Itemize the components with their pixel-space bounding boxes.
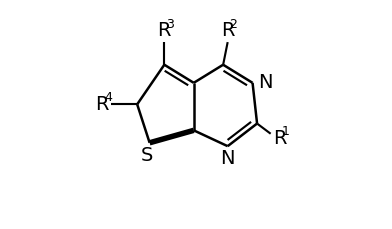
Text: R: R — [273, 129, 287, 148]
Text: R: R — [158, 21, 171, 40]
Text: S: S — [141, 146, 154, 165]
Text: R: R — [95, 95, 109, 114]
Text: R: R — [221, 21, 234, 40]
Text: 2: 2 — [230, 17, 238, 30]
Text: 3: 3 — [166, 17, 174, 30]
Text: N: N — [220, 149, 235, 168]
Text: N: N — [258, 73, 272, 92]
Text: 1: 1 — [281, 125, 290, 138]
Text: 4: 4 — [104, 91, 112, 104]
